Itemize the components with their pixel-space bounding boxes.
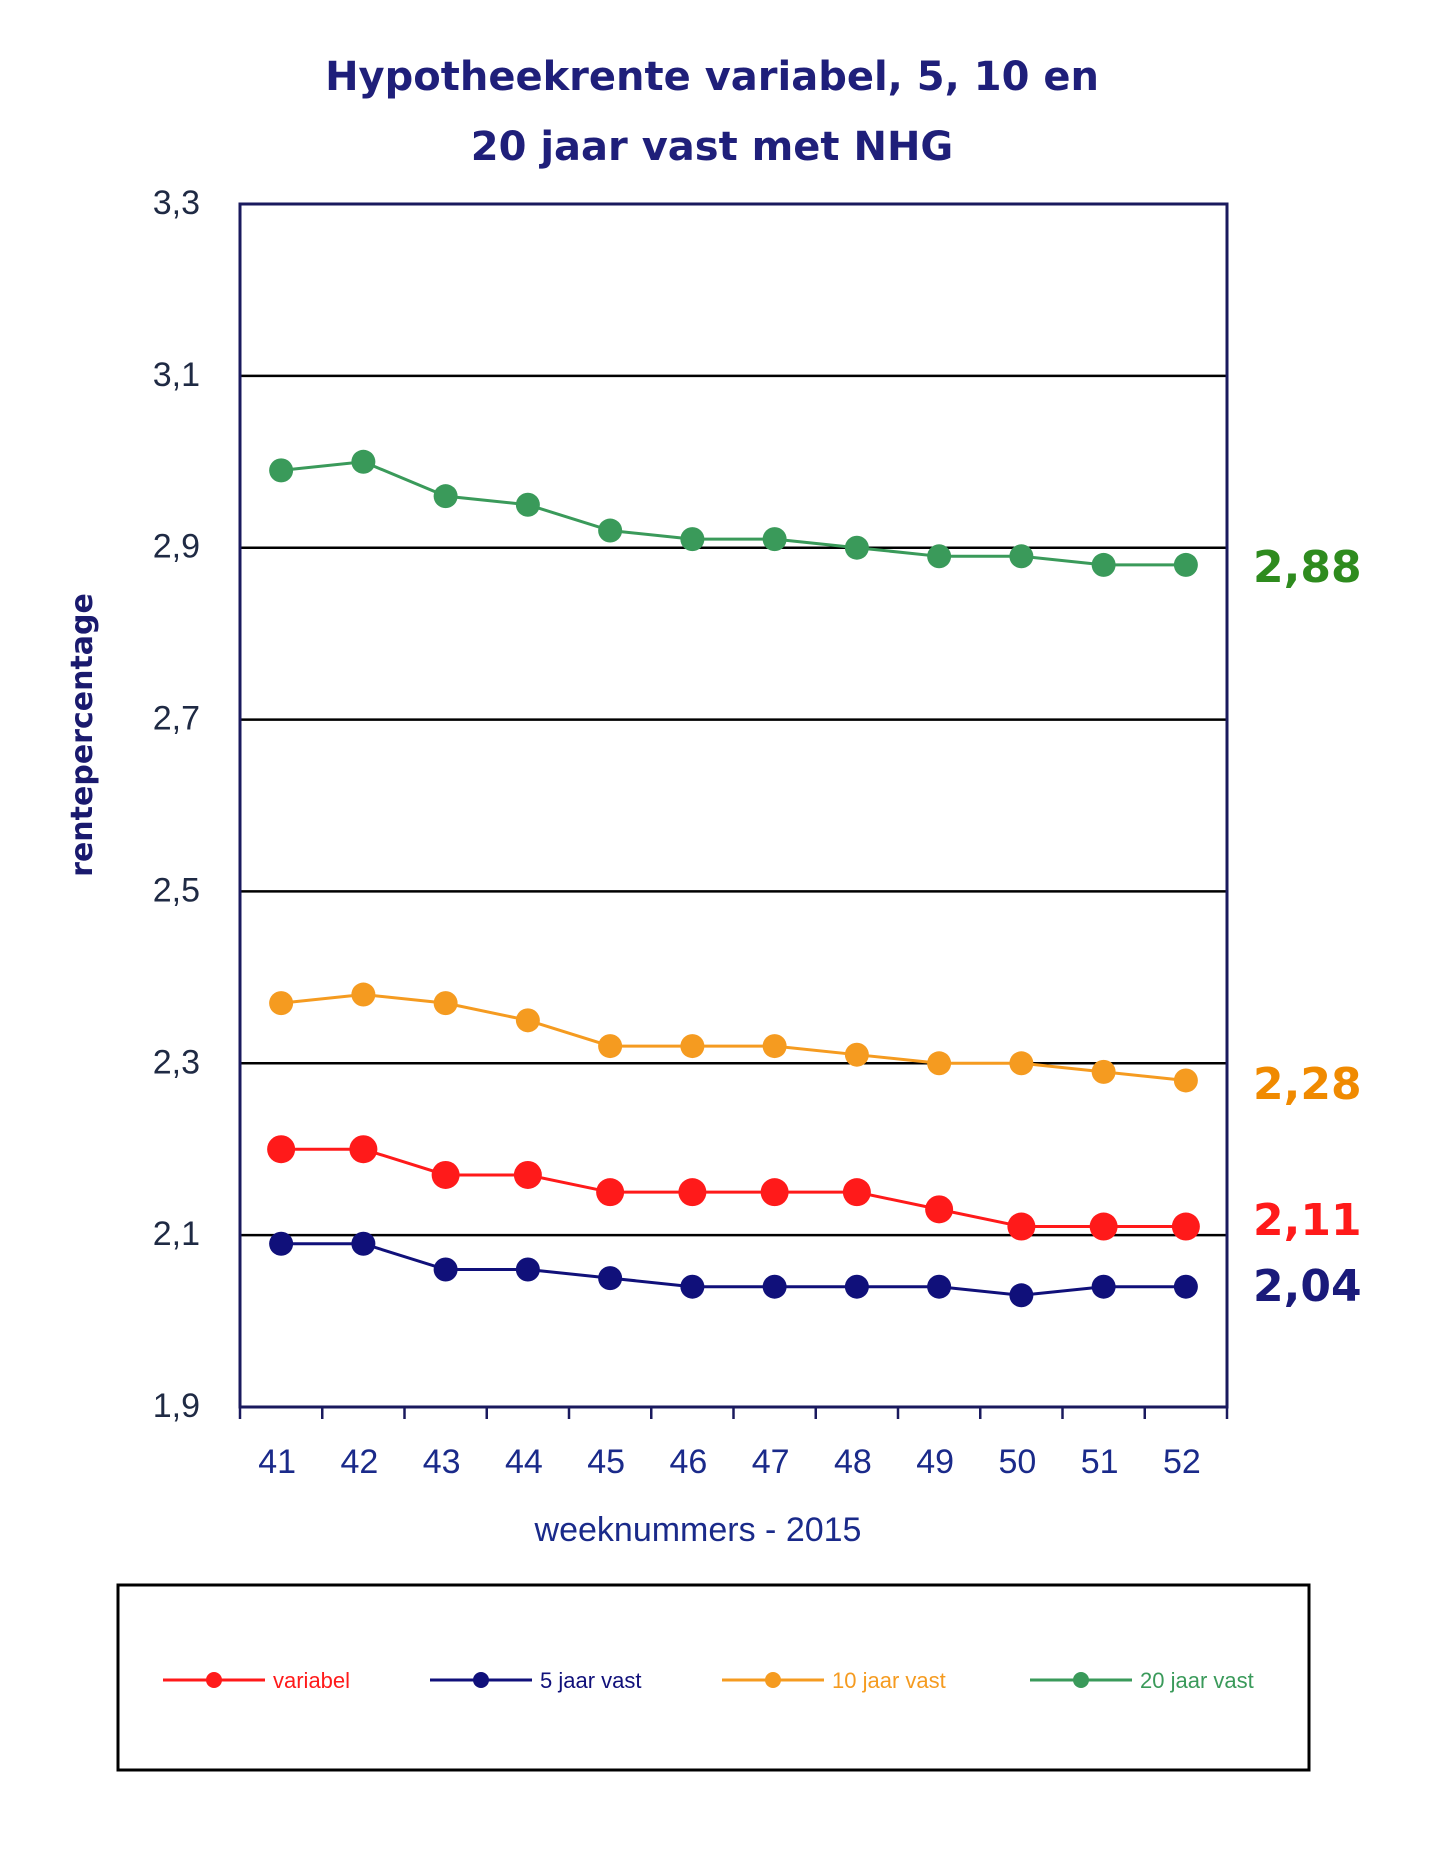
- legend-label-10-jaar-vast: 10 jaar vast: [832, 1668, 946, 1693]
- data-point-20-jaar-vast: [680, 527, 705, 552]
- y-axis-label: rentepercentage: [65, 593, 100, 877]
- legend-marker-variabel: [206, 1672, 222, 1688]
- data-point-10-jaar-vast: [515, 1008, 540, 1033]
- data-point-20-jaar-vast: [927, 544, 952, 569]
- data-point-variabel: [678, 1178, 707, 1207]
- data-point-5-jaar-vast: [680, 1274, 705, 1299]
- data-point-10-jaar-vast: [844, 1042, 869, 1067]
- data-point-20-jaar-vast: [1009, 544, 1034, 569]
- data-point-variabel: [349, 1135, 378, 1164]
- data-point-variabel: [1171, 1212, 1200, 1241]
- x-tick-label: 49: [916, 1443, 954, 1481]
- data-point-5-jaar-vast: [844, 1274, 869, 1299]
- data-point-10-jaar-vast: [680, 1034, 705, 1059]
- legend-marker-5-jaar-vast: [473, 1672, 489, 1688]
- data-point-20-jaar-vast: [762, 527, 787, 552]
- data-point-20-jaar-vast: [598, 518, 623, 543]
- data-point-5-jaar-vast: [1009, 1283, 1034, 1308]
- y-tick-label: 2,3: [153, 1043, 200, 1081]
- x-tick-label: 51: [1081, 1443, 1119, 1481]
- x-tick-label: 52: [1163, 1443, 1201, 1481]
- data-point-5-jaar-vast: [762, 1274, 787, 1299]
- data-point-variabel: [596, 1178, 625, 1207]
- x-tick-label: 43: [423, 1443, 461, 1481]
- x-tick-label: 41: [258, 1443, 296, 1481]
- x-tick-label: 48: [834, 1443, 872, 1481]
- data-point-20-jaar-vast: [269, 458, 294, 483]
- end-value-label-variabel: 2,11: [1253, 1195, 1362, 1246]
- data-point-10-jaar-vast: [762, 1034, 787, 1059]
- data-point-20-jaar-vast: [844, 535, 869, 560]
- x-tick-label: 44: [505, 1443, 543, 1481]
- data-point-5-jaar-vast: [433, 1257, 458, 1282]
- legend-marker-20-jaar-vast: [1073, 1672, 1089, 1688]
- data-point-5-jaar-vast: [351, 1231, 376, 1256]
- data-point-10-jaar-vast: [351, 982, 376, 1007]
- x-tick-label: 42: [340, 1443, 378, 1481]
- x-axis-label: weeknummers - 2015: [534, 1511, 862, 1549]
- chart-title-line-1: Hypotheekrente variabel, 5, 10 en: [325, 54, 1099, 100]
- legend: variabel 5 jaar vast 10 jaar vast 20 jaar v…: [163, 1668, 1254, 1693]
- data-point-20-jaar-vast: [1091, 552, 1116, 577]
- x-tick-label: 46: [669, 1443, 707, 1481]
- data-point-variabel: [760, 1178, 789, 1207]
- y-tick-label: 3,1: [153, 356, 200, 394]
- data-point-variabel: [1089, 1212, 1118, 1241]
- x-tick-label: 50: [998, 1443, 1036, 1481]
- data-point-variabel: [513, 1160, 542, 1189]
- data-point-5-jaar-vast: [598, 1266, 623, 1291]
- data-point-10-jaar-vast: [598, 1034, 623, 1059]
- y-tick-label: 3,3: [153, 184, 200, 222]
- plot-area: 1,9 2,1 2,3 2,5 2,7 2,9 3,1 3,3 41 42 43 44 45 46 47 48…: [153, 184, 1362, 1481]
- y-tick-label: 2,5: [153, 871, 200, 909]
- data-point-variabel: [842, 1178, 871, 1207]
- y-tick-label: 2,7: [153, 700, 200, 738]
- data-point-10-jaar-vast: [1173, 1068, 1198, 1093]
- data-point-5-jaar-vast: [1091, 1274, 1116, 1299]
- data-point-variabel: [1007, 1212, 1036, 1241]
- y-tick-label: 2,9: [153, 528, 200, 566]
- chart-title-line-2: 20 jaar vast met NHG: [471, 124, 954, 170]
- data-point-10-jaar-vast: [433, 991, 458, 1016]
- end-value-label-20-jaar-vast: 2,88: [1253, 542, 1362, 593]
- data-point-10-jaar-vast: [927, 1051, 952, 1076]
- legend-label-20-jaar-vast: 20 jaar vast: [1140, 1668, 1254, 1693]
- data-point-variabel: [267, 1135, 296, 1164]
- series-line-5-jaar-vast: [281, 1242, 1186, 1297]
- data-point-10-jaar-vast: [1009, 1051, 1034, 1076]
- data-point-20-jaar-vast: [1173, 552, 1198, 577]
- data-point-5-jaar-vast: [515, 1257, 540, 1282]
- series-line-20-jaar-vast: [280, 460, 1186, 567]
- series-line-10-jaar-vast: [280, 993, 1187, 1082]
- x-tick-label: 45: [587, 1443, 625, 1481]
- legend-label-variabel: variabel: [273, 1668, 350, 1693]
- end-value-label-5-jaar-vast: 2,04: [1253, 1261, 1362, 1312]
- data-point-20-jaar-vast: [433, 484, 458, 509]
- data-point-20-jaar-vast: [515, 492, 540, 517]
- legend-marker-10-jaar-vast: [765, 1672, 781, 1688]
- data-point-5-jaar-vast: [1173, 1274, 1198, 1299]
- end-value-label-10-jaar-vast: 2,28: [1253, 1059, 1362, 1110]
- data-point-10-jaar-vast: [269, 991, 294, 1016]
- data-point-5-jaar-vast: [927, 1274, 952, 1299]
- x-tick-label: 47: [752, 1443, 790, 1481]
- data-point-variabel: [925, 1195, 954, 1224]
- data-point-variabel: [431, 1160, 460, 1189]
- data-point-5-jaar-vast: [269, 1231, 294, 1256]
- y-tick-label: 2,1: [153, 1215, 200, 1253]
- legend-label-5-jaar-vast: 5 jaar vast: [540, 1668, 642, 1693]
- data-point-10-jaar-vast: [1091, 1059, 1116, 1084]
- y-tick-label: 1,9: [153, 1387, 200, 1425]
- legend-box: [116, 1583, 1311, 1772]
- series-line-variabel: [281, 1147, 1186, 1229]
- data-point-20-jaar-vast: [351, 449, 376, 474]
